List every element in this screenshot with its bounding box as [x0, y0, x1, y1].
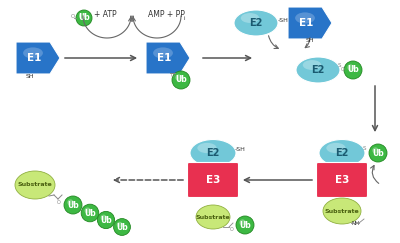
Text: AMP + PP: AMP + PP — [148, 10, 185, 19]
Ellipse shape — [319, 139, 365, 166]
Circle shape — [369, 144, 387, 162]
Circle shape — [347, 64, 354, 71]
Text: + ATP: + ATP — [94, 10, 117, 19]
Text: Ub: Ub — [100, 216, 112, 225]
Text: O: O — [71, 14, 75, 19]
Text: Ub: Ub — [175, 76, 187, 85]
Ellipse shape — [295, 12, 315, 24]
Text: NH: NH — [352, 221, 360, 226]
Ellipse shape — [303, 60, 321, 70]
Text: Substrate: Substrate — [196, 215, 230, 219]
Ellipse shape — [197, 143, 217, 153]
Text: Substrate: Substrate — [18, 182, 52, 188]
Text: O: O — [171, 73, 175, 78]
Text: O: O — [230, 227, 234, 232]
Circle shape — [76, 10, 92, 26]
Circle shape — [175, 74, 182, 81]
Text: Ub: Ub — [239, 220, 251, 229]
Circle shape — [79, 13, 84, 18]
Polygon shape — [288, 7, 332, 39]
Text: E3: E3 — [206, 175, 220, 185]
Text: S: S — [363, 146, 366, 151]
FancyBboxPatch shape — [316, 163, 368, 198]
Text: Ub: Ub — [372, 148, 384, 157]
Text: Ub: Ub — [347, 66, 359, 75]
Circle shape — [67, 199, 74, 206]
Text: E1: E1 — [299, 18, 313, 28]
FancyBboxPatch shape — [188, 163, 238, 198]
Text: -SH: -SH — [278, 18, 289, 23]
Circle shape — [64, 196, 82, 214]
Circle shape — [100, 215, 107, 221]
Ellipse shape — [23, 47, 43, 59]
Ellipse shape — [15, 171, 55, 199]
Ellipse shape — [296, 57, 340, 83]
Text: Ub: Ub — [84, 208, 96, 217]
Ellipse shape — [323, 198, 361, 224]
Text: E2: E2 — [311, 65, 325, 75]
Text: S: S — [338, 63, 342, 68]
Ellipse shape — [234, 10, 278, 36]
Circle shape — [84, 208, 91, 214]
Text: E2: E2 — [249, 18, 263, 28]
Text: E2: E2 — [206, 148, 220, 158]
Text: -SH: -SH — [235, 147, 246, 152]
Circle shape — [344, 61, 362, 79]
Text: Substrate: Substrate — [325, 208, 359, 214]
Circle shape — [172, 71, 190, 89]
Ellipse shape — [190, 139, 236, 166]
Text: E2: E2 — [335, 148, 349, 158]
Text: E3: E3 — [335, 175, 349, 185]
Circle shape — [114, 219, 130, 235]
Ellipse shape — [241, 13, 259, 23]
Text: i: i — [183, 16, 184, 21]
Circle shape — [372, 147, 379, 154]
Ellipse shape — [326, 143, 346, 153]
Text: O: O — [341, 67, 345, 72]
Ellipse shape — [196, 205, 230, 229]
Text: Ub: Ub — [116, 223, 128, 232]
Circle shape — [239, 219, 246, 226]
Circle shape — [81, 204, 99, 222]
Circle shape — [98, 211, 114, 229]
Circle shape — [117, 222, 122, 228]
Ellipse shape — [153, 47, 173, 59]
Polygon shape — [16, 42, 60, 74]
Text: Ub: Ub — [78, 14, 90, 23]
Circle shape — [236, 216, 254, 234]
Text: E1: E1 — [27, 53, 41, 63]
Polygon shape — [146, 42, 190, 74]
Text: E1: E1 — [157, 53, 171, 63]
Text: Ub: Ub — [67, 200, 79, 209]
Text: O: O — [57, 200, 61, 205]
Text: SH: SH — [306, 38, 315, 43]
Text: SH: SH — [26, 74, 35, 79]
